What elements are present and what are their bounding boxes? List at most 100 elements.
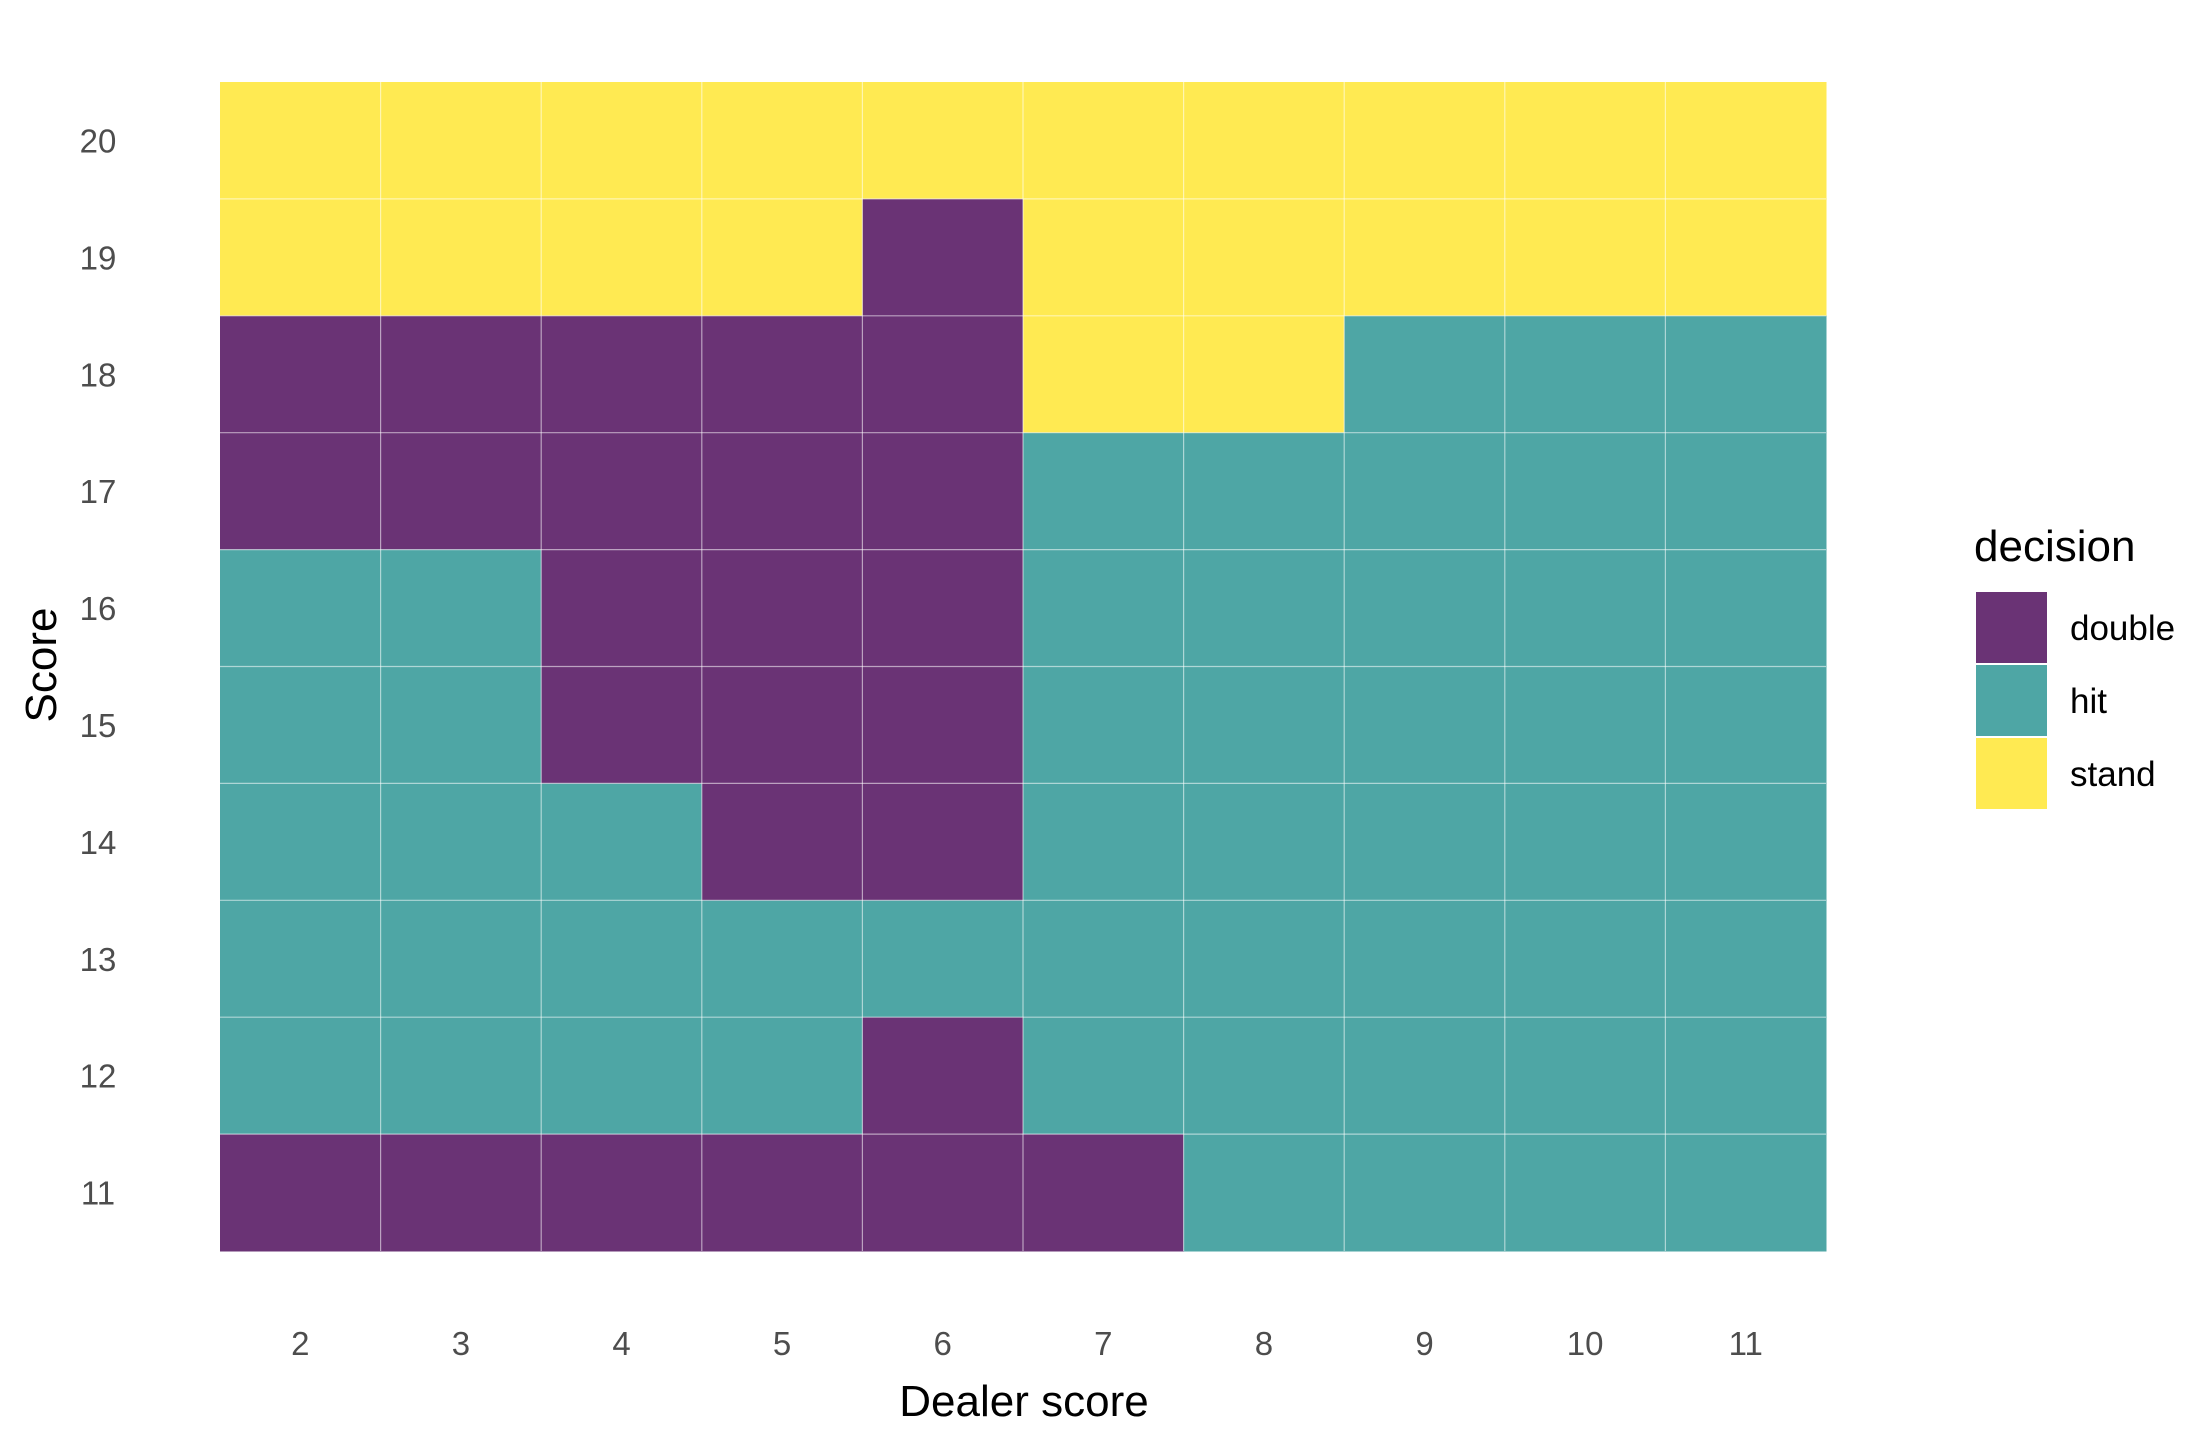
heatmap-cell-11-11 [1665, 1134, 1827, 1252]
y-tick-label: 18 [80, 356, 117, 393]
heatmap-cell-15-9 [1344, 666, 1506, 784]
legend-swatch-stand [1976, 738, 2047, 809]
heatmap-cell-11-8 [1183, 1134, 1345, 1252]
heatmap-cell-13-10 [1504, 900, 1666, 1018]
heatmap-cell-17-4 [541, 432, 703, 551]
heatmap-cell-14-8 [1183, 783, 1345, 901]
heatmap-cell-19-5 [701, 198, 863, 317]
heatmap-cell-13-9 [1344, 900, 1506, 1018]
x-tick-label: 4 [612, 1325, 630, 1362]
heatmap-cell-17-6 [862, 432, 1024, 551]
heatmap-cell-14-9 [1344, 783, 1506, 901]
heatmap-cell-16-4 [541, 549, 703, 667]
heatmap-cell-14-5 [701, 783, 863, 901]
heatmap-cell-11-6 [862, 1134, 1024, 1252]
x-tick-label: 10 [1567, 1325, 1604, 1362]
heatmap-cell-13-7 [1023, 900, 1185, 1018]
heatmap-cell-18-3 [380, 315, 542, 434]
heatmap-cell-12-3 [380, 1017, 542, 1135]
legend-items: double hit stand [1976, 592, 2175, 809]
heatmap-cell-14-10 [1504, 783, 1666, 901]
heatmap-cell-13-2 [220, 900, 382, 1018]
heatmap-cell-16-5 [701, 549, 863, 667]
x-tick-label: 7 [1094, 1325, 1112, 1362]
heatmap-cell-11-2 [220, 1134, 382, 1252]
y-axis-title: Score [17, 608, 66, 723]
heatmap-cell-16-6 [862, 549, 1024, 667]
heatmap-cell-12-10 [1504, 1017, 1666, 1135]
y-tick-label: 19 [80, 239, 117, 276]
legend-label-double: double [2070, 609, 2175, 648]
heatmap-cell-15-10 [1504, 666, 1666, 784]
heatmap-cell-20-6 [862, 82, 1024, 200]
y-tick-label: 16 [80, 590, 117, 627]
y-tick-label: 12 [80, 1058, 117, 1095]
heatmap-cell-15-5 [701, 666, 863, 784]
heatmap-cell-16-9 [1344, 549, 1506, 667]
y-axis-ticks: 11 12 13 14 15 16 17 18 19 20 [80, 122, 117, 1211]
heatmap-cell-15-6 [862, 666, 1024, 784]
heatmap-cell-20-4 [541, 82, 703, 200]
x-tick-label: 2 [291, 1325, 309, 1362]
heatmap-cell-12-2 [220, 1017, 382, 1135]
heatmap-cell-12-6 [862, 1017, 1024, 1135]
heatmap-cell-16-11 [1665, 549, 1827, 667]
x-tick-label: 8 [1255, 1325, 1273, 1362]
y-tick-label: 14 [80, 824, 117, 861]
legend-label-stand: stand [2070, 755, 2156, 794]
heatmap-cell-15-7 [1023, 666, 1185, 784]
heatmap-cell-14-6 [862, 783, 1024, 901]
heatmap-cell-13-6 [862, 900, 1024, 1018]
heatmap-cell-17-11 [1665, 432, 1827, 551]
x-tick-label: 3 [452, 1325, 470, 1362]
heatmap-cell-15-4 [541, 666, 703, 784]
heatmap-cell-17-2 [220, 432, 382, 551]
x-tick-label: 11 [1729, 1325, 1763, 1362]
heatmap-cell-18-10 [1504, 315, 1666, 434]
heatmap-cell-20-2 [220, 82, 382, 200]
heatmap-cell-19-4 [541, 198, 703, 317]
x-axis-ticks: 2 3 4 5 6 7 8 9 10 11 [291, 1325, 1763, 1362]
heatmap-cell-12-8 [1183, 1017, 1345, 1135]
heatmap-cell-14-2 [220, 783, 382, 901]
heatmap-cell-15-11 [1665, 666, 1827, 784]
heatmap-cell-13-3 [380, 900, 542, 1018]
heatmap-cell-19-8 [1183, 198, 1345, 317]
heatmap-cell-19-11 [1665, 198, 1827, 317]
heatmap-cell-19-3 [380, 198, 542, 317]
heatmap-cell-19-2 [220, 198, 382, 317]
heatmap-cell-17-10 [1504, 432, 1666, 551]
y-tick-label: 20 [80, 122, 117, 159]
heatmap-cell-11-4 [541, 1134, 703, 1252]
legend-swatch-hit [1976, 665, 2047, 736]
heatmap-cell-12-9 [1344, 1017, 1506, 1135]
heatmap-cell-19-9 [1344, 198, 1506, 317]
heatmap-cell-15-2 [220, 666, 382, 784]
heatmap-cell-19-6 [862, 198, 1024, 317]
heatmap-cell-20-8 [1183, 82, 1345, 200]
heatmap-cell-13-4 [541, 900, 703, 1018]
heatmap-cell-14-4 [541, 783, 703, 901]
heatmap-cell-13-8 [1183, 900, 1345, 1018]
heatmap-cell-16-10 [1504, 549, 1666, 667]
heatmap-cell-14-7 [1023, 783, 1185, 901]
heatmap-cell-20-11 [1665, 82, 1827, 200]
heatmap-cell-18-5 [701, 315, 863, 434]
heatmap-cell-19-7 [1023, 198, 1185, 317]
heatmap-cell-18-6 [862, 315, 1024, 434]
heatmap-cell-18-2 [220, 315, 382, 434]
y-tick-label: 11 [81, 1175, 115, 1212]
heatmap-cell-16-3 [380, 549, 542, 667]
heatmap-cell-17-5 [701, 432, 863, 551]
heatmap-cell-16-7 [1023, 549, 1185, 667]
x-axis-title: Dealer score [899, 1377, 1148, 1426]
heatmap-cell-19-10 [1504, 198, 1666, 317]
heatmap-cell-11-9 [1344, 1134, 1506, 1252]
heatmap-cell-17-9 [1344, 432, 1506, 551]
heatmap-cell-18-9 [1344, 315, 1506, 434]
x-tick-label: 9 [1415, 1325, 1433, 1362]
heatmap-cell-18-7 [1023, 315, 1185, 434]
legend-label-hit: hit [2070, 682, 2107, 721]
heatmap-cell-17-3 [380, 432, 542, 551]
